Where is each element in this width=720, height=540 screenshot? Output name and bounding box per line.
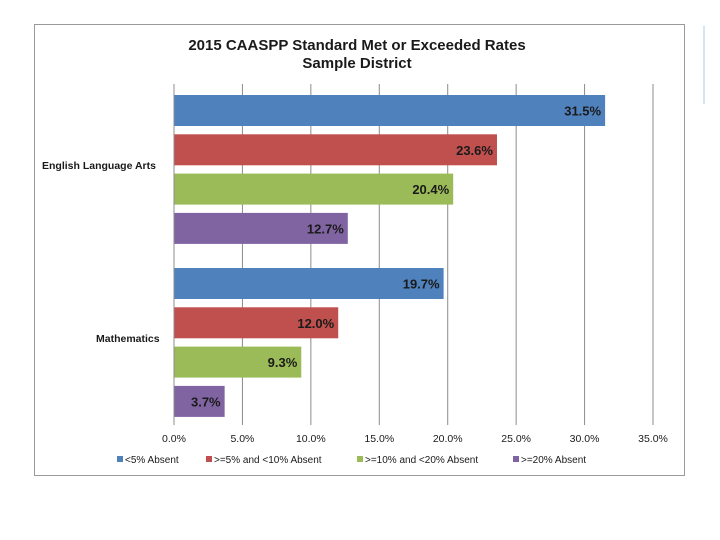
legend-swatch bbox=[117, 456, 123, 462]
bar bbox=[174, 134, 497, 166]
x-tick-label: 30.0% bbox=[570, 433, 600, 445]
legend-label: >=20% Absent bbox=[521, 455, 586, 466]
data-label: 9.3% bbox=[268, 355, 298, 370]
x-tick-label: 25.0% bbox=[501, 433, 531, 445]
data-label: 12.7% bbox=[307, 221, 344, 236]
data-label: 19.7% bbox=[403, 277, 440, 292]
x-tick-label: 15.0% bbox=[364, 433, 394, 445]
bar-chart: 2015 CAASPP Standard Met or Exceeded Rat… bbox=[42, 37, 668, 466]
data-label: 31.5% bbox=[564, 104, 601, 119]
legend-swatch bbox=[513, 456, 519, 462]
bar bbox=[174, 307, 339, 339]
data-label: 3.7% bbox=[191, 394, 221, 409]
x-tick-label: 5.0% bbox=[230, 433, 254, 445]
bar bbox=[174, 173, 454, 205]
bar bbox=[174, 212, 348, 244]
bar bbox=[174, 268, 444, 299]
data-label: 12.0% bbox=[297, 316, 334, 331]
category-label: Mathematics bbox=[96, 333, 160, 345]
data-label: 20.4% bbox=[412, 182, 449, 197]
legend-swatch bbox=[357, 456, 363, 462]
bar bbox=[174, 95, 606, 126]
legend-label: >=10% and <20% Absent bbox=[365, 455, 478, 466]
bar bbox=[174, 385, 225, 417]
category-label: English Language Arts bbox=[42, 160, 156, 172]
x-tick-label: 35.0% bbox=[638, 433, 668, 445]
x-tick-label: 0.0% bbox=[162, 433, 186, 445]
data-label: 23.6% bbox=[456, 143, 493, 158]
chart-frame: 2015 CAASPP Standard Met or Exceeded Rat… bbox=[34, 24, 685, 476]
legend-label: >=5% and <10% Absent bbox=[214, 455, 322, 466]
side-accent-line bbox=[703, 26, 705, 104]
legend-label: <5% Absent bbox=[125, 455, 179, 466]
bar bbox=[174, 346, 302, 378]
x-tick-label: 20.0% bbox=[433, 433, 463, 445]
chart-title: 2015 CAASPP Standard Met or Exceeded Rat… bbox=[188, 37, 525, 54]
chart-subtitle: Sample District bbox=[302, 55, 411, 72]
x-tick-label: 10.0% bbox=[296, 433, 326, 445]
legend-swatch bbox=[206, 456, 212, 462]
